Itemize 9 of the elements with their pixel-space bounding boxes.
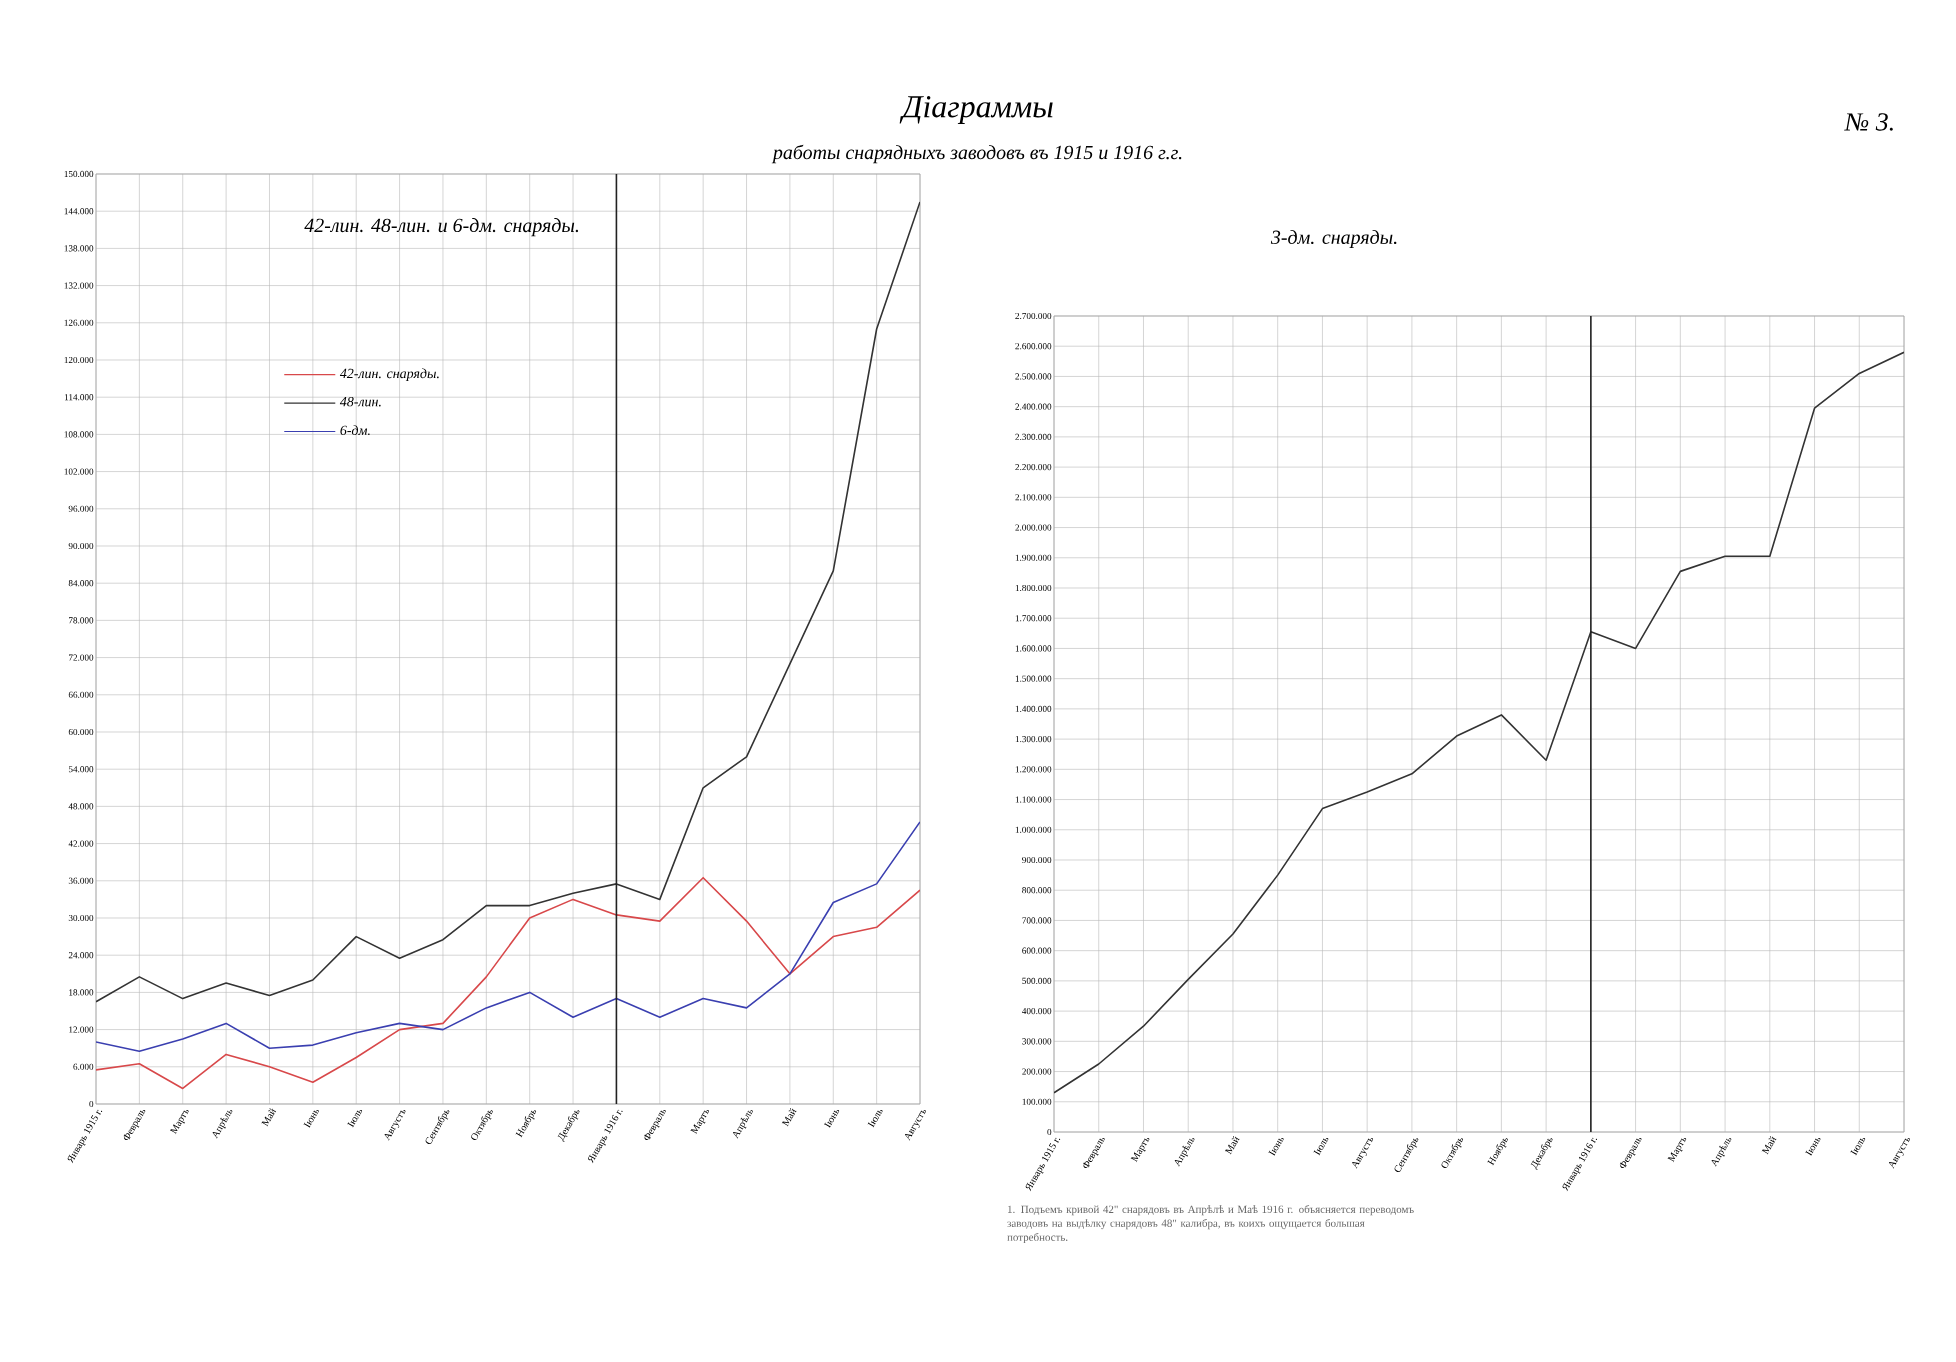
text: № 3. [1844, 113, 1893, 131]
text: 42-лин. 48-лин. и 6-дм. снаряды. [304, 218, 579, 237]
text: Діаграммы [899, 96, 1053, 124]
line-series [96, 876, 921, 1090]
text: работы снарядныхъ заводовъ въ 1915 и 1916 г.г. [771, 144, 1182, 164]
line-series [96, 201, 921, 1003]
line-series [96, 821, 921, 1053]
line-series [1054, 351, 1905, 1094]
chart-title: 3-дм. снаряды. [1270, 229, 1397, 249]
